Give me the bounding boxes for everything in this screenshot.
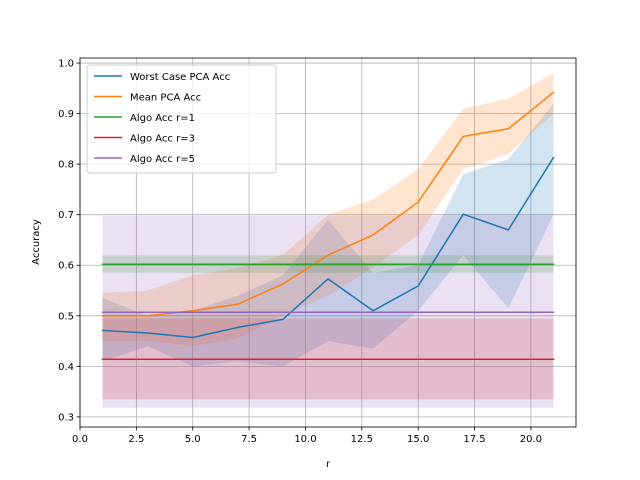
y-tick-label: 0.5 bbox=[58, 311, 74, 322]
series-lines bbox=[101, 91, 555, 361]
series-band bbox=[102, 73, 554, 347]
legend-label: Mean PCA Acc bbox=[130, 93, 201, 104]
x-tick-label: 17.5 bbox=[463, 434, 485, 445]
y-tick-label: 0.3 bbox=[58, 412, 74, 423]
legend-label: Algo Acc r=1 bbox=[130, 113, 195, 124]
legend-label: Worst Case PCA Acc bbox=[130, 72, 230, 83]
legend-label: Algo Acc r=5 bbox=[130, 154, 195, 165]
y-tick-label: 1.0 bbox=[58, 59, 74, 70]
y-tick-label: 0.7 bbox=[58, 210, 74, 221]
legend-label: Algo Acc r=3 bbox=[130, 134, 195, 145]
x-tick-label: 5.0 bbox=[185, 434, 201, 445]
x-tick-label: 10.0 bbox=[294, 434, 316, 445]
plot-area-frame bbox=[79, 57, 577, 428]
x-tick-label: 2.5 bbox=[128, 434, 144, 445]
y-tick-label: 0.6 bbox=[58, 261, 74, 272]
x-tick-label: 20.0 bbox=[520, 434, 542, 445]
series-line bbox=[101, 156, 555, 339]
y-tick-label: 0.8 bbox=[58, 160, 74, 171]
y-axis-ticks: 0.3 0.4 0.5 0.6 0.7 0.8 0.9 1.0 bbox=[58, 59, 80, 423]
x-tick-label: 0.0 bbox=[72, 434, 88, 445]
legend: Worst Case PCA Acc Mean PCA Acc Algo Acc r… bbox=[86, 64, 277, 174]
x-axis-title: r bbox=[326, 459, 331, 470]
y-tick-label: 0.9 bbox=[58, 109, 74, 120]
x-tick-label: 15.0 bbox=[407, 434, 429, 445]
x-tick-label: 7.5 bbox=[241, 434, 257, 445]
y-tick-label: 0.4 bbox=[58, 362, 74, 373]
x-tick-label: 12.5 bbox=[351, 434, 373, 445]
legend-frame bbox=[86, 64, 277, 174]
x-axis-ticks: 0.0 2.5 5.0 7.5 10.0 12.5 15.0 17.5 20.0 bbox=[72, 427, 542, 445]
y-axis-title: Accuracy bbox=[31, 219, 42, 265]
series-band bbox=[102, 103, 554, 367]
